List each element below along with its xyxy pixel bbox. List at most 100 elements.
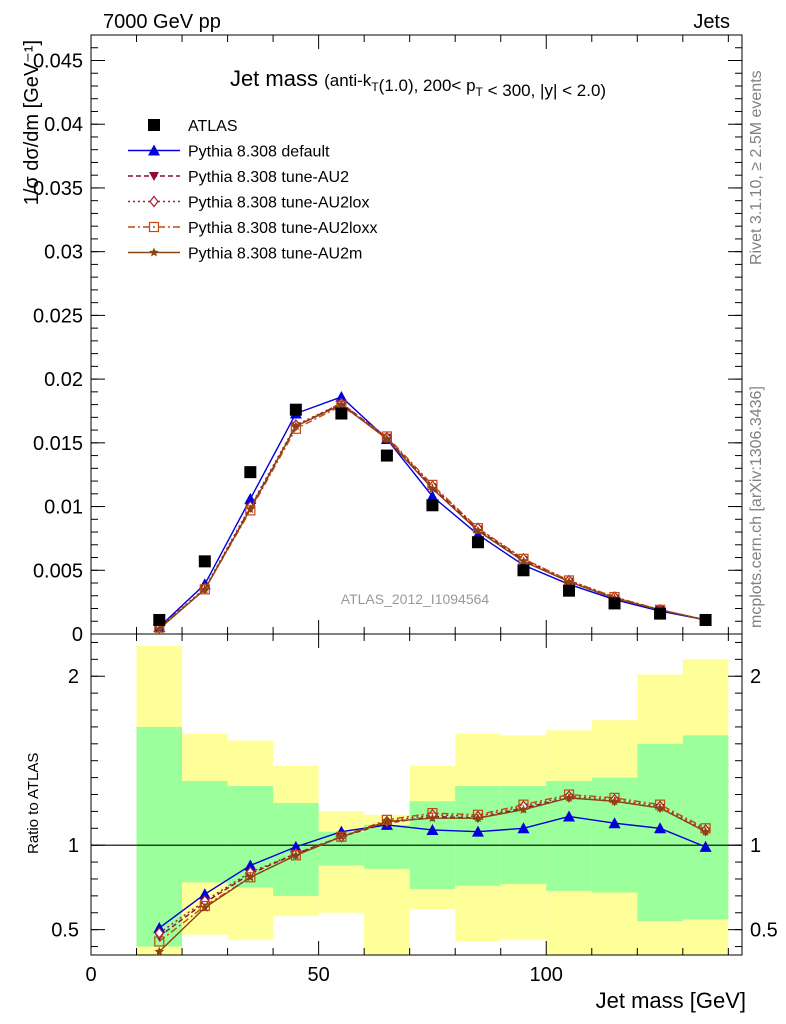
header-left: 7000 GeV pp [103,11,221,33]
y-tick-label-ratio-right: 0.5 [750,920,778,942]
ratio-band-inner [136,726,183,947]
series-point-main [335,390,348,402]
series-point-ratio [154,946,165,956]
y-axis-label-ratio: Ratio to ATLAS [25,753,42,854]
legend-label: Pythia 8.308 tune-AU2m [188,246,362,263]
series-point-ratio [199,900,210,912]
data-point [699,613,712,626]
legend: ATLAS Pythia 8.308 default Pythia 8.308 tu… [128,118,377,263]
analysis-watermark: ATLAS_2012_I1094564 [341,591,490,607]
series-point-ratio [244,859,257,871]
data-point [198,555,211,568]
ratio-bands [136,645,729,955]
legend-marker [148,119,160,131]
y-tick-label-main: 0.015 [33,433,83,455]
data-point [654,607,667,620]
data-point [244,466,257,479]
chart-subtitle-part: (anti-k [324,71,372,90]
y-tick-label-main: 0.045 [33,50,83,72]
series-point-ratio [291,850,301,860]
series-point-ratio [471,825,484,837]
series-point-ratio [655,803,665,813]
data-point [563,584,576,597]
chart-title-main: Jet mass [230,66,324,91]
series-point-ratio [518,804,529,814]
y-tick-label-ratio: 0.5 [51,920,79,942]
series-point-ratio [427,813,438,823]
legend-marker [149,195,159,208]
x-tick-label: 50 [307,964,329,986]
series-point-ratio [609,796,620,806]
rivet-version-label: Rivet 3.1.10, ≥ 2.5M events [748,70,765,265]
series-point-ratio [381,814,393,825]
y-tick-label-main: 0.01 [44,497,83,519]
chart-subtitle-part: (1.0), 200< p [379,76,476,95]
series-point-ratio [289,840,302,852]
series-point-ratio [700,826,711,836]
header-right: Jets [693,11,730,33]
y-tick-label-main: 0.025 [33,305,83,327]
series-point-main [518,556,529,566]
ratio-band-inner [182,780,228,883]
chart-subtitle-part: < 300, |y| < 2.0) [483,81,606,100]
main-series [153,390,712,634]
y-tick-label-ratio-right: 1 [750,835,761,857]
series-point-main [426,490,439,502]
y-tick-label-main: 0 [72,624,83,646]
series-point-ratio [699,840,712,852]
chart-subtitle-subscript: T [371,80,379,94]
x-tick-label: 0 [85,964,96,986]
ratio-band-inner [364,824,410,869]
tick-labels: 0 0.005 0.01 0.015 0.02 0.025 0.03 0.035 0.04 0.0… [33,50,778,986]
series-point-ratio [200,902,210,912]
series-point-ratio [198,888,211,900]
y-axis-label-main: 1/σ dσ/dm [GeV⁻¹] [21,40,43,205]
y-tick-label-main: 0.005 [33,560,83,582]
series-point-main [564,576,574,586]
mcplots-label: mcplots.cern.ch [arXiv:1306.3436] [748,386,765,628]
series-point-main [200,584,210,594]
legend-label: Pythia 8.308 tune-AU2 [188,169,349,186]
series-point-ratio [426,823,439,835]
y-tick-label-main: 0.03 [44,242,83,264]
series-point-ratio [154,936,165,947]
y-tick-label-main: 0.04 [44,114,83,136]
y-tick-label-ratio: 2 [68,666,79,688]
series-point-ratio [608,817,621,829]
y-tick-label-main: 0.02 [44,369,83,391]
series-point-main [245,504,256,514]
legend-marker [149,172,159,181]
data-point [380,449,393,462]
series-point-ratio [563,810,576,822]
y-tick-label-main: 0.035 [33,178,83,200]
legend-marker [148,144,160,156]
series-point-ratio [336,831,347,841]
series-point-ratio [654,822,667,834]
data-point [517,564,530,577]
series-point-main [427,483,438,493]
legend-label: ATLAS [188,118,238,135]
data-point [471,536,484,549]
legend-label: Pythia 8.308 default [188,144,330,161]
x-tick-label: 100 [530,964,563,986]
data-point [335,407,348,420]
chart-title: Jet mass (anti-kT(1.0), 200< pT < 300, |… [230,66,606,100]
series-point-ratio [564,792,574,802]
series-point-ratio [473,813,483,823]
series-point-ratio [154,927,165,939]
series-point-main [336,399,347,409]
legend-label: Pythia 8.308 tune-AU2lox [188,195,369,212]
data-point [608,597,621,610]
axis-ticks [90,34,742,955]
legend-marker [148,221,160,233]
series-point-main [291,421,301,431]
series-point-ratio [382,816,392,826]
series-point-main [382,434,392,444]
data-point [426,499,439,512]
legend-marker [149,247,159,257]
series-point-ratio [517,822,530,834]
y-tick-label-ratio-right: 2 [750,666,761,688]
data-point [153,613,166,626]
series-point-main [473,525,483,535]
